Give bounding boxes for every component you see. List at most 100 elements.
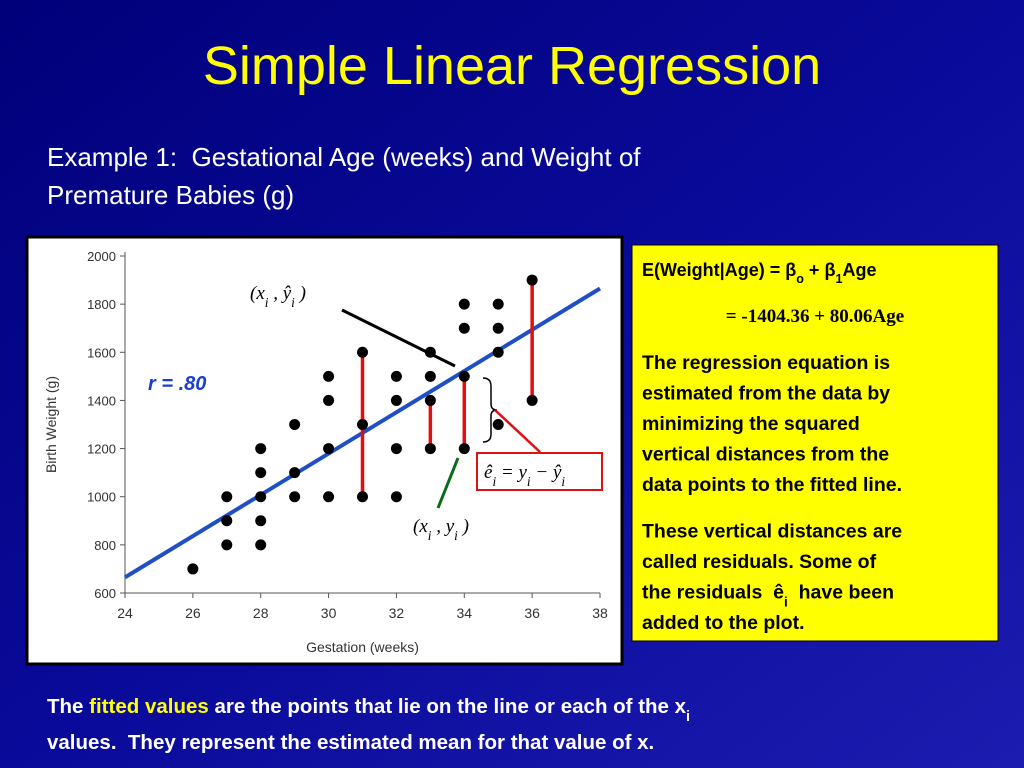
data-point — [357, 346, 368, 358]
x-tick-label: 26 — [185, 605, 201, 621]
connector — [341, 308, 456, 368]
fitted-point-label: (xi , ŷi ) — [250, 283, 306, 310]
observed-point-label: (xi , yi ) — [413, 516, 469, 543]
data-point — [458, 298, 470, 310]
subscript: i — [561, 474, 565, 489]
x-axis-label: Gestation (weeks) — [306, 639, 419, 655]
data-point — [424, 370, 436, 382]
y-tick-label: 1000 — [87, 490, 116, 505]
x-tick-label: 34 — [456, 605, 472, 621]
subscript: i — [454, 528, 458, 543]
data-point — [492, 298, 504, 310]
text-run: β — [824, 260, 835, 280]
text-run: ( — [413, 516, 421, 537]
data-point — [289, 419, 301, 430]
subscript: 1 — [835, 272, 842, 286]
brace — [482, 377, 498, 443]
info-text: vertical distances from the — [642, 444, 889, 466]
text-run: y — [516, 462, 527, 483]
text-run: have been — [788, 582, 894, 604]
residual-formula: êi = yi − ŷi — [484, 462, 565, 489]
info-box — [631, 244, 999, 642]
text-run: ê — [773, 582, 784, 604]
data-point — [221, 515, 233, 527]
x-tick-label: 28 — [253, 605, 269, 621]
text-run: ŷ — [551, 462, 562, 483]
text-run: , y — [431, 516, 454, 537]
connector — [436, 457, 460, 509]
text-run: x — [418, 516, 428, 537]
subscript: i — [291, 295, 295, 310]
info-text: estimated from the data by — [642, 383, 890, 405]
x-tick-label: 36 — [524, 605, 540, 621]
subscript: i — [686, 709, 690, 725]
text-run: fitted values — [89, 695, 209, 718]
subscript: i — [265, 295, 269, 310]
data-point — [323, 491, 335, 503]
data-point — [357, 491, 368, 503]
data-point — [458, 322, 470, 334]
subscript: i — [784, 594, 788, 609]
text-run: ê — [484, 462, 493, 483]
y-tick-label: 600 — [94, 586, 116, 601]
text-run: + — [804, 260, 825, 280]
info-text: The regression equation is — [642, 352, 890, 374]
data-point — [390, 394, 402, 406]
subscript: i — [492, 474, 496, 489]
data-point — [357, 419, 368, 430]
data-point — [187, 563, 199, 575]
text-run: E(Weight|Age) = — [642, 260, 785, 280]
x-tick-label: 38 — [592, 605, 608, 621]
connector — [494, 409, 541, 453]
data-point — [255, 467, 267, 479]
subscript: i — [428, 528, 432, 543]
data-point — [492, 346, 504, 358]
data-point — [255, 491, 267, 503]
data-point — [221, 491, 233, 503]
slide-title: Simple Linear Regression — [203, 36, 821, 96]
y-axis-label: Birth Weight (g) — [43, 376, 59, 473]
data-point — [458, 443, 470, 455]
x-tick-label: 30 — [321, 605, 337, 621]
data-point — [458, 370, 470, 382]
equation-heading: E(Weight|Age) = βo + β1Age — [642, 260, 876, 286]
text-run: ) — [295, 283, 306, 304]
text-run: , — [268, 283, 282, 304]
text-run: the residuals — [642, 582, 773, 604]
text-run: The — [47, 695, 89, 718]
text-run: ) — [458, 516, 469, 537]
data-point — [526, 274, 538, 286]
text-run: Age — [842, 260, 876, 280]
data-point — [255, 443, 267, 455]
data-point — [289, 467, 301, 479]
info-text: minimizing the squared — [642, 413, 860, 435]
info-text: data points to the fitted line. — [642, 474, 902, 496]
info-text: added to the plot. — [642, 612, 804, 634]
data-point — [289, 491, 301, 503]
text-run: x — [255, 283, 265, 304]
text-layer: r = .80(xi , ŷi )êi = yi − ŷi(xi , yi )E… — [47, 142, 904, 754]
data-point — [424, 394, 436, 406]
data-point — [492, 322, 504, 334]
subtitle: Example 1: Gestational Age (weeks) and W… — [47, 142, 641, 172]
data-point — [255, 539, 267, 551]
data-point — [323, 443, 335, 455]
x-tick-label: 32 — [389, 605, 405, 621]
info-text: the residuals êi have been — [642, 582, 894, 610]
y-tick-label: 1200 — [87, 442, 116, 457]
text-run: are the points that lie on the line or e… — [209, 695, 687, 718]
footer-text: The fitted values are the points that li… — [47, 695, 690, 725]
footer-text: values. They represent the estimated mea… — [47, 731, 654, 754]
data-point — [221, 539, 233, 551]
correlation-label: r = .80 — [148, 373, 206, 395]
data-point — [323, 370, 335, 382]
chart: 600 800 1000 1200 1400 1600 1800 2000 24 26 28 30 32… — [43, 249, 608, 655]
y-tick-label: 1800 — [87, 297, 116, 312]
y-tick-label: 2000 — [87, 249, 116, 264]
data-point — [390, 491, 402, 503]
data-point — [424, 443, 436, 455]
data-point — [526, 394, 538, 406]
subscript: o — [796, 272, 804, 286]
y-tick-label: 1400 — [87, 393, 116, 408]
